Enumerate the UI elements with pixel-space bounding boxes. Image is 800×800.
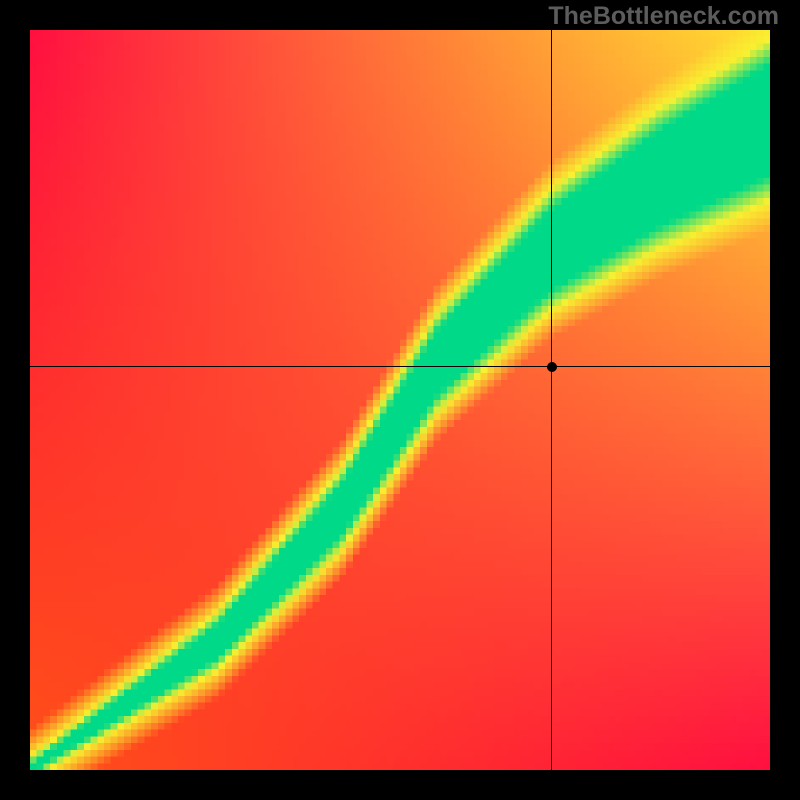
root-container: TheBottleneck.com: [0, 0, 800, 800]
crosshair-horizontal: [30, 366, 770, 367]
marker-dot: [547, 362, 557, 372]
heatmap-canvas: [30, 30, 770, 770]
crosshair-vertical: [551, 30, 552, 770]
watermark-text: TheBottleneck.com: [548, 2, 779, 31]
plot-area: [30, 30, 770, 770]
